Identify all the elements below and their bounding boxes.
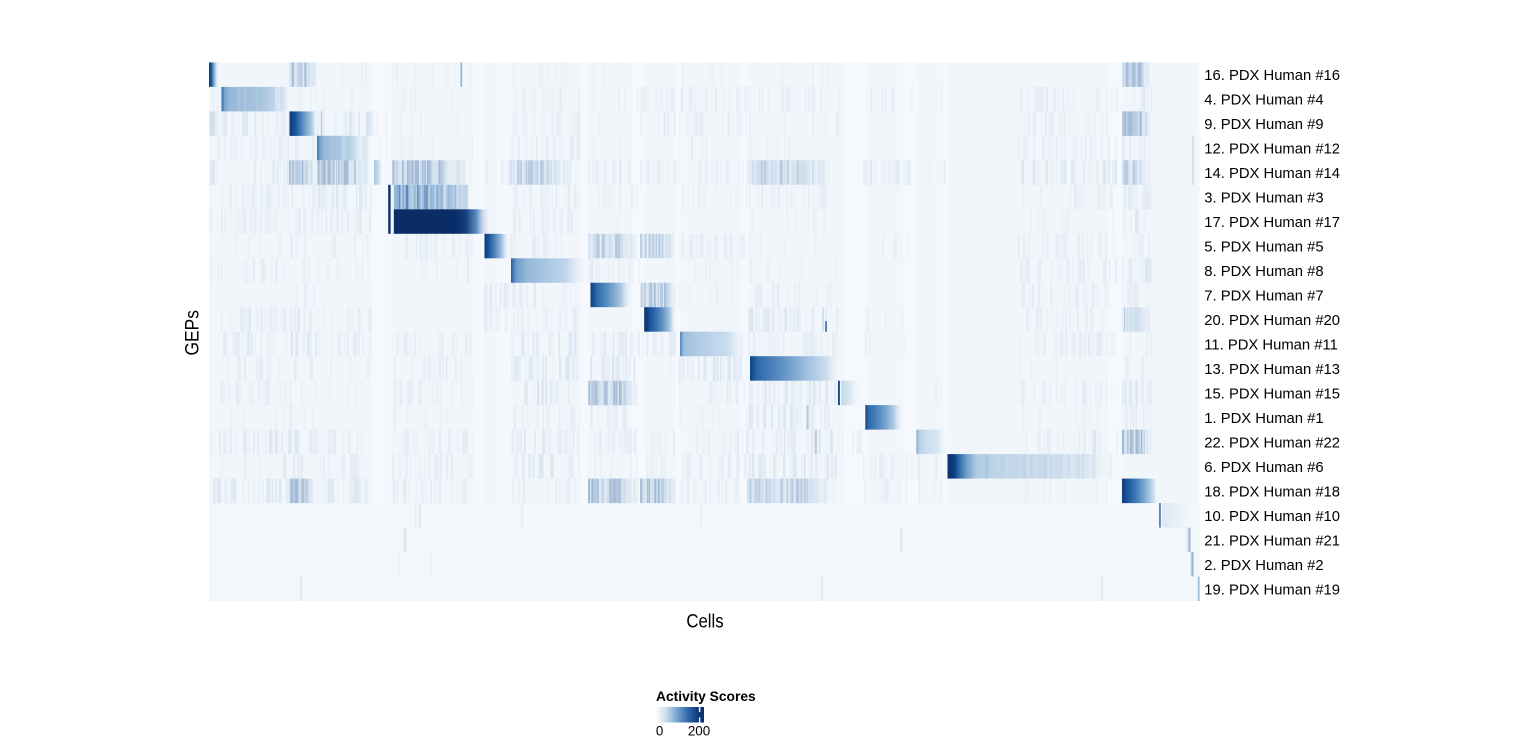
svg-text:13. PDX Human #13: 13. PDX Human #13 <box>1204 362 1340 378</box>
svg-text:16. PDX Human #16: 16. PDX Human #16 <box>1204 68 1340 84</box>
svg-text:11. PDX Human #11: 11. PDX Human #11 <box>1204 338 1338 354</box>
svg-text:14. PDX Human #14: 14. PDX Human #14 <box>1204 166 1340 182</box>
svg-text:10. PDX Human #10: 10. PDX Human #10 <box>1204 509 1340 525</box>
svg-text:5. PDX Human #5: 5. PDX Human #5 <box>1204 240 1323 256</box>
svg-text:22. PDX Human #22: 22. PDX Human #22 <box>1204 436 1340 452</box>
svg-text:4. PDX Human #4: 4. PDX Human #4 <box>1204 93 1323 109</box>
svg-text:7. PDX Human #7: 7. PDX Human #7 <box>1204 289 1323 305</box>
svg-text:Cells: Cells <box>686 612 723 633</box>
svg-text:0: 0 <box>656 724 663 739</box>
svg-text:1. PDX Human #1: 1. PDX Human #1 <box>1204 411 1323 427</box>
svg-text:15. PDX Human #15: 15. PDX Human #15 <box>1204 387 1340 403</box>
svg-text:2. PDX Human #2: 2. PDX Human #2 <box>1204 558 1323 574</box>
svg-text:6. PDX Human #6: 6. PDX Human #6 <box>1204 460 1323 476</box>
svg-text:8. PDX Human #8: 8. PDX Human #8 <box>1204 264 1323 280</box>
svg-text:19. PDX Human #19: 19. PDX Human #19 <box>1204 582 1340 598</box>
svg-text:Activity Scores: Activity Scores <box>656 689 756 704</box>
svg-text:18. PDX Human #18: 18. PDX Human #18 <box>1204 484 1340 500</box>
svg-text:21. PDX Human #21: 21. PDX Human #21 <box>1204 533 1340 549</box>
svg-text:20. PDX Human #20: 20. PDX Human #20 <box>1204 313 1340 329</box>
svg-text:GEPs: GEPs <box>183 310 204 355</box>
svg-text:17. PDX Human #17: 17. PDX Human #17 <box>1204 215 1340 231</box>
svg-text:3. PDX Human #3: 3. PDX Human #3 <box>1204 191 1323 207</box>
svg-text:200: 200 <box>688 724 710 739</box>
svg-text:9. PDX Human #9: 9. PDX Human #9 <box>1204 117 1323 133</box>
svg-text:12. PDX Human #12: 12. PDX Human #12 <box>1204 142 1340 158</box>
